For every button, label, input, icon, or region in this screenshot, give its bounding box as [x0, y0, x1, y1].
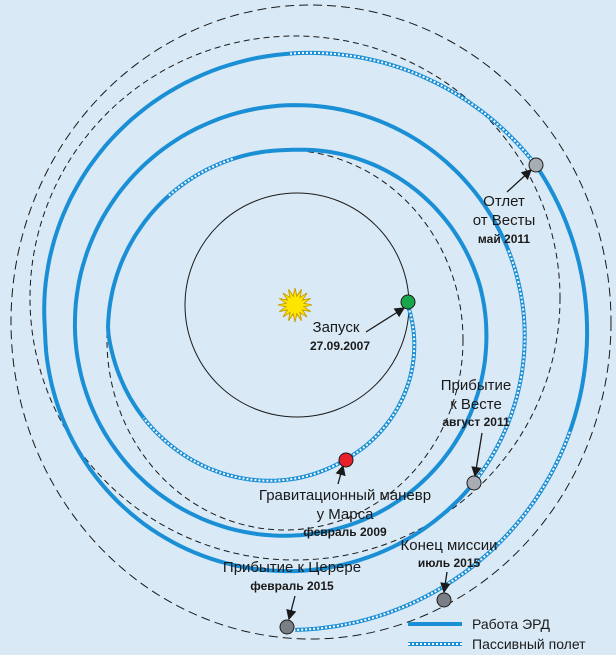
- date: июль 2015: [418, 556, 481, 570]
- label: Прибытие к Церере: [223, 559, 361, 576]
- vesta-departure-point: [529, 158, 543, 172]
- date: 27.09.2007: [310, 339, 370, 353]
- label: Запуск: [313, 319, 360, 336]
- launch-point: [401, 295, 415, 309]
- label: к Весте: [450, 396, 502, 413]
- mission-end-point: [437, 593, 451, 607]
- legend-label: Работа ЭРД: [472, 616, 551, 632]
- label: Отлет: [483, 193, 525, 210]
- date: февраль 2009: [303, 525, 387, 539]
- legend-label: Пассивный полет: [472, 636, 586, 652]
- label: Прибытие: [441, 377, 511, 394]
- label: у Марса: [317, 506, 375, 523]
- label: Гравитационный маневр: [259, 487, 431, 504]
- label: Конец миссии: [401, 537, 498, 554]
- date: май 2011: [478, 232, 530, 246]
- diagram: Запуск 27.09.2007 Гравитационный маневр …: [0, 0, 616, 655]
- sun: [278, 288, 312, 322]
- vesta-arrival-point: [467, 476, 481, 490]
- date: август 2011: [442, 415, 510, 429]
- mars-point: [339, 453, 353, 467]
- date: февраль 2015: [250, 579, 334, 593]
- ceres-arrival-point: [280, 620, 294, 634]
- label: от Весты: [473, 212, 536, 229]
